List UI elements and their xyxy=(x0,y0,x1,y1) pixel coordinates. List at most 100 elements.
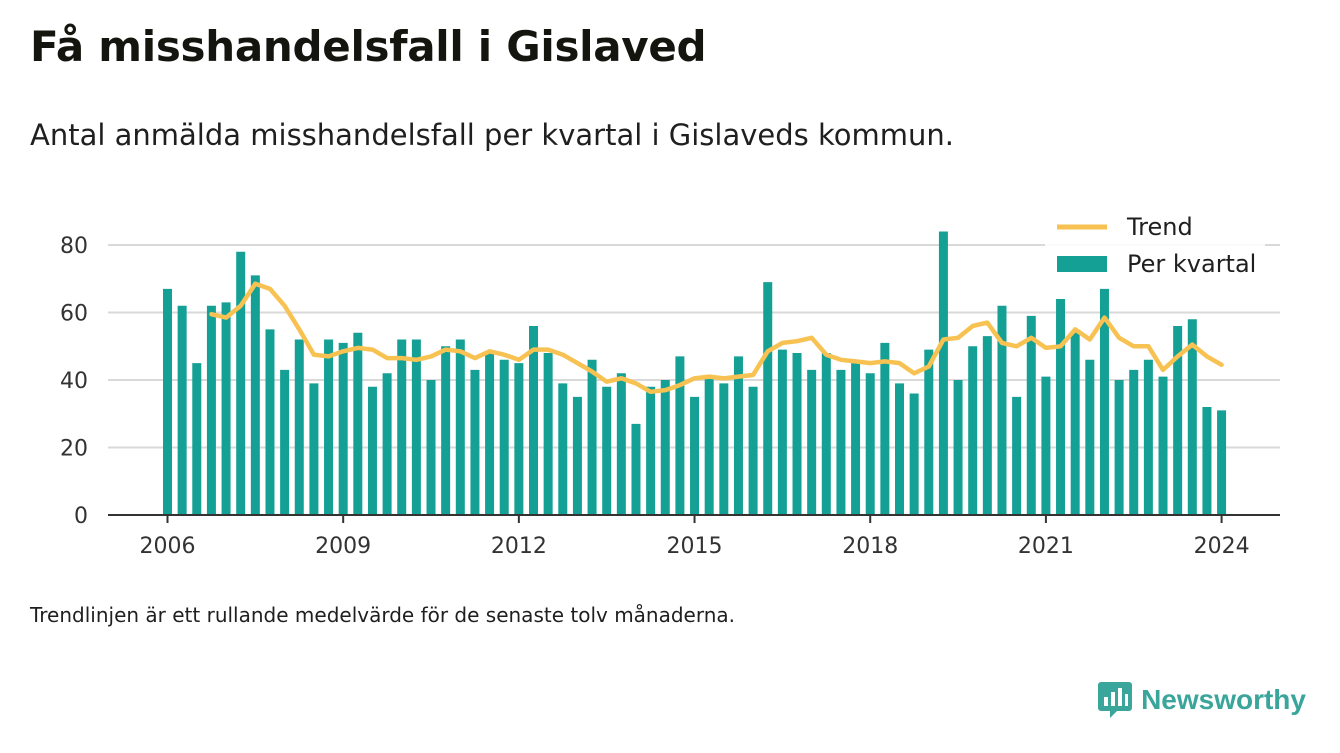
bar xyxy=(631,423,641,515)
bar xyxy=(968,346,978,515)
bar xyxy=(514,363,524,515)
bar xyxy=(499,359,509,515)
bar xyxy=(851,363,861,515)
bar xyxy=(470,369,480,515)
x-tick-label: 2012 xyxy=(491,534,547,559)
bar xyxy=(572,396,582,515)
bar xyxy=(865,373,875,515)
bar xyxy=(558,383,568,515)
bar xyxy=(704,376,714,515)
brand-logo: Newsworthy xyxy=(1097,680,1306,720)
bar-series xyxy=(163,231,1227,515)
x-tick-label: 2009 xyxy=(315,534,371,559)
x-tick-label: 2006 xyxy=(140,534,196,559)
bar xyxy=(309,383,319,515)
bar xyxy=(602,386,612,515)
bar xyxy=(646,386,656,515)
chart-title: Få misshandelsfall i Gislaved xyxy=(30,22,707,71)
bar xyxy=(1070,332,1080,515)
bar xyxy=(236,251,246,515)
newsworthy-logo-icon xyxy=(1098,682,1133,718)
x-tick-label: 2015 xyxy=(667,534,723,559)
bar xyxy=(1114,380,1124,515)
bar xyxy=(163,288,172,515)
bar xyxy=(543,353,553,515)
brand-name: Newsworthy xyxy=(1141,684,1306,715)
bar xyxy=(616,373,626,515)
bar xyxy=(1056,299,1066,515)
legend-trend-label: Trend xyxy=(1126,213,1193,241)
bar xyxy=(353,332,363,515)
x-tick-label: 2024 xyxy=(1194,534,1250,559)
bar xyxy=(997,305,1007,515)
bar xyxy=(1085,359,1095,515)
bar xyxy=(397,339,407,515)
y-tick-label: 60 xyxy=(60,302,88,327)
bar xyxy=(485,353,495,515)
chart-subtitle: Antal anmälda misshandelsfall per kvarta… xyxy=(30,118,954,152)
bar xyxy=(1026,315,1036,515)
bar xyxy=(206,305,216,515)
bar xyxy=(895,383,904,515)
bar xyxy=(177,305,187,515)
bar xyxy=(250,275,260,515)
bar xyxy=(792,353,802,515)
bar xyxy=(982,336,992,515)
bar xyxy=(836,369,846,515)
bar xyxy=(675,356,685,515)
bar xyxy=(748,386,758,515)
bar xyxy=(807,369,817,515)
bar xyxy=(338,342,348,515)
bar xyxy=(924,349,934,515)
y-tick-label: 20 xyxy=(60,437,88,462)
bar xyxy=(690,396,700,515)
bar xyxy=(455,339,465,515)
bar xyxy=(280,369,290,515)
bar xyxy=(821,353,831,515)
bar xyxy=(909,393,919,515)
trend-line xyxy=(209,281,1224,395)
bar xyxy=(411,339,421,515)
bar xyxy=(1143,359,1153,515)
bar xyxy=(441,346,451,515)
y-tick-label: 0 xyxy=(74,504,88,529)
bar xyxy=(221,302,231,515)
legend-bar-swatch xyxy=(1057,256,1107,272)
bar xyxy=(1202,407,1212,515)
bar xyxy=(733,356,743,515)
bar xyxy=(1158,376,1168,515)
bar xyxy=(763,282,773,515)
bar xyxy=(426,380,436,515)
chart-footnote: Trendlinjen är ett rullande medelvärde f… xyxy=(30,603,736,627)
y-tick-label: 40 xyxy=(60,369,88,394)
bar xyxy=(324,339,334,515)
bar xyxy=(1217,410,1227,515)
bar xyxy=(294,339,304,515)
legend-bar-label: Per kvartal xyxy=(1127,250,1256,278)
bar xyxy=(660,380,670,515)
legend-background xyxy=(1045,208,1265,286)
bar xyxy=(1041,376,1051,515)
bar xyxy=(587,359,597,515)
bar xyxy=(880,342,890,515)
x-tick-label: 2021 xyxy=(1018,534,1074,559)
bar xyxy=(192,363,202,515)
bar xyxy=(367,386,377,515)
bar xyxy=(382,373,392,515)
bar xyxy=(1012,396,1022,515)
bar xyxy=(777,349,787,515)
y-tick-label: 80 xyxy=(60,234,88,259)
bar xyxy=(938,231,948,515)
bar xyxy=(953,380,963,515)
bar xyxy=(1129,369,1139,515)
bar xyxy=(265,329,275,515)
bar xyxy=(1187,319,1197,515)
legend: Trend Per kvartal xyxy=(1045,208,1265,286)
bar xyxy=(1099,288,1109,515)
bar xyxy=(719,383,729,515)
x-tick-label: 2018 xyxy=(842,534,898,559)
chart-canvas: 0 20 40 60 80 2006 2009 2012 2015 2018 2021 2024 Tr… xyxy=(60,208,1280,559)
bar xyxy=(1173,326,1183,515)
trend-series xyxy=(209,281,1224,395)
bar xyxy=(529,326,538,515)
